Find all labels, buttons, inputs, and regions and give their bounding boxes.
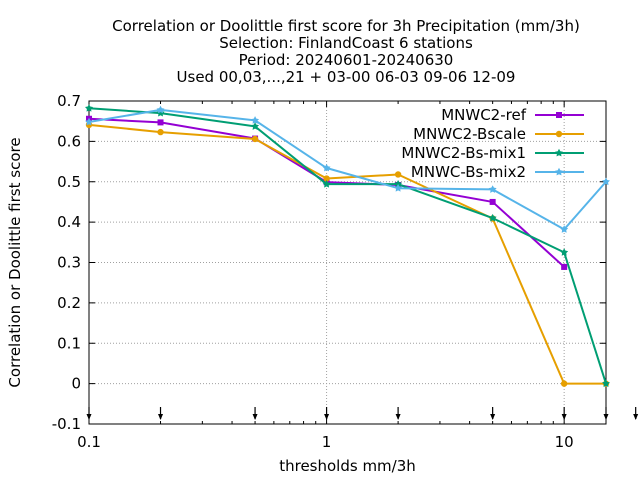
y-tick-label: 0.3 (57, 254, 81, 272)
title-line: Period: 20240601-20240630 (239, 51, 454, 69)
data-point (157, 119, 164, 126)
title-line: Correlation or Doolittle first score for… (112, 17, 580, 35)
data-point (602, 379, 610, 388)
legend-entry: MNWC2-Bscale (413, 125, 584, 143)
data-point (156, 105, 165, 114)
legend-label: MNWC2-ref (441, 106, 526, 124)
threshold-arrow (490, 407, 496, 420)
y-tick-label: 0.6 (57, 132, 81, 150)
axis-ticks: -0.1 0 0.1 0.2 0.3 0.4 0.5 0.6 0.7 0.1 1 10 (52, 92, 606, 451)
threshold-arrow (252, 407, 258, 420)
title-line: Used 00,03,...,21 + 03-00 06-03 09-06 12… (177, 68, 516, 86)
data-point (394, 171, 402, 178)
y-tick-label: 0.1 (57, 334, 81, 352)
y-tick-label: 0.5 (57, 173, 81, 191)
title-line: Selection: FinlandCoast 6 stations (219, 34, 473, 52)
threshold-arrow (86, 407, 92, 420)
threshold-arrow (561, 407, 567, 420)
data-point (322, 179, 331, 188)
data-point (323, 175, 330, 182)
y-tick-label: 0 (71, 375, 81, 393)
series (85, 104, 610, 388)
legend-label: MNWC-Bs-mix2 (411, 163, 526, 181)
chart-title: Correlation or Doolittle first score for… (112, 17, 580, 86)
threshold-arrow (158, 407, 164, 420)
x-tick-label: 0.1 (77, 433, 101, 451)
legend-marker (555, 167, 563, 176)
data-point (157, 128, 164, 136)
data-point (156, 108, 165, 117)
data-point (85, 104, 93, 112)
y-tick-label: 0.7 (57, 92, 81, 110)
series-line (88, 108, 607, 231)
data-point (394, 184, 403, 192)
data-point (488, 213, 497, 222)
y-tick-label: -0.1 (52, 415, 81, 433)
data-point (560, 225, 569, 233)
legend: MNWC2-refMNWC2-BscaleMNWC2-Bs-mix1MNWC-B… (401, 106, 584, 181)
legend-marker (555, 130, 563, 138)
data-point (322, 163, 331, 172)
data-point (394, 179, 403, 188)
x-tick-label: 10 (555, 433, 574, 451)
grid (89, 101, 606, 424)
series-line (88, 107, 607, 384)
data-point (560, 380, 568, 387)
legend-entry: MNWC-Bs-mix2 (411, 163, 584, 181)
data-point (489, 198, 496, 205)
series-mnwc2-bs-mix1 (85, 104, 610, 388)
x-tick-label: 1 (322, 433, 332, 451)
data-point (560, 248, 569, 256)
threshold-arrow (324, 407, 330, 420)
threshold-markers (86, 407, 639, 420)
legend-label: MNWC2-Bs-mix1 (401, 144, 526, 162)
legend-marker (555, 148, 563, 157)
data-point (488, 185, 497, 193)
series-mnwc2-bscale (85, 121, 610, 387)
data-point (251, 116, 260, 124)
series-line (88, 123, 606, 385)
x-axis-label: thresholds mm/3h (279, 457, 416, 475)
data-point (251, 135, 259, 143)
threshold-arrow (395, 407, 401, 420)
y-tick-label: 0.2 (57, 294, 81, 312)
data-point (85, 117, 93, 126)
data-point (251, 122, 260, 130)
series-mnwc-bs-mix2 (85, 105, 610, 233)
y-tick-label: 0.4 (57, 213, 81, 231)
legend-entry: MNWC2-ref (441, 106, 584, 124)
data-point (602, 177, 610, 186)
y-axis-label: Correlation or Doolittle first score (6, 137, 24, 387)
threshold-arrow (633, 407, 639, 420)
legend-marker (556, 112, 562, 118)
legend-entry: MNWC2-Bs-mix1 (401, 144, 584, 162)
legend-label: MNWC2-Bscale (413, 125, 526, 143)
data-point (561, 263, 568, 270)
threshold-arrow (603, 407, 609, 420)
